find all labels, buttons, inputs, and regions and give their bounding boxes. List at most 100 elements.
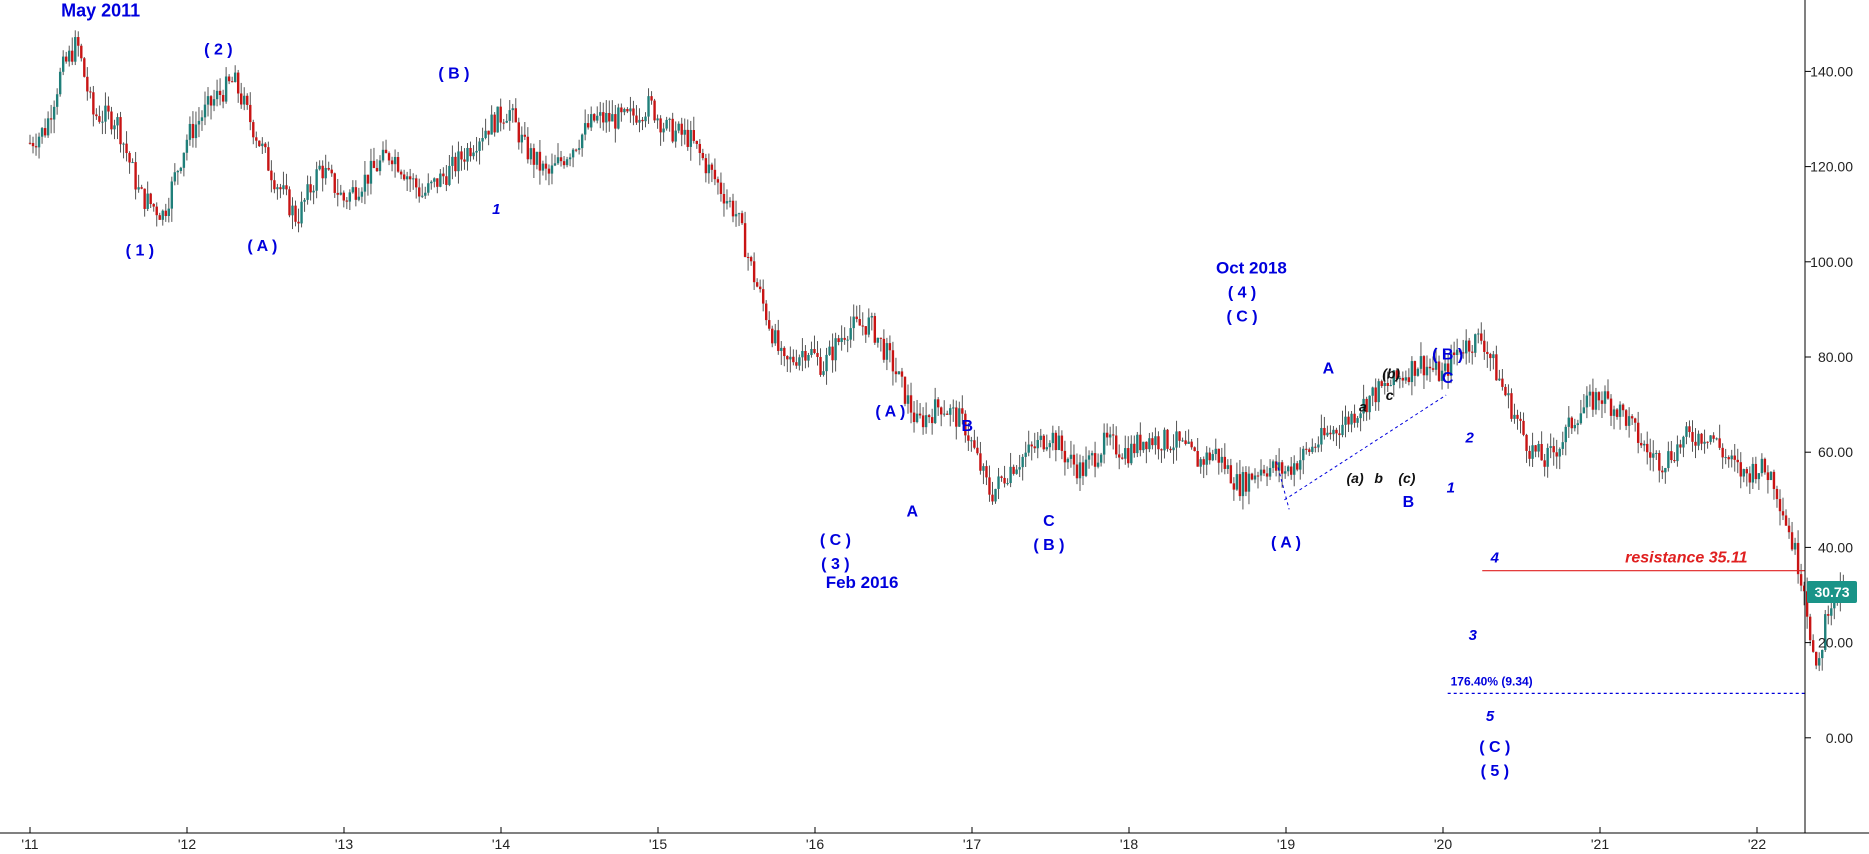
candle-body <box>1606 391 1610 399</box>
candle-body <box>58 71 62 95</box>
candle-body <box>502 122 505 124</box>
candle-body <box>1178 431 1181 441</box>
candle-body <box>1507 393 1510 396</box>
candle-body <box>396 156 400 172</box>
candle-body <box>520 134 524 143</box>
candle-body <box>463 159 466 162</box>
candle-body <box>348 192 352 202</box>
candle-body <box>209 96 213 106</box>
candle-body <box>158 215 161 220</box>
candle-body <box>1093 453 1097 467</box>
candle-body <box>1042 435 1045 450</box>
candle-body <box>236 72 240 94</box>
candle-body <box>173 172 177 182</box>
candle-body <box>577 148 581 150</box>
candle-body <box>1075 464 1079 479</box>
candle-body <box>1314 446 1317 448</box>
wave-label: B <box>1403 494 1415 511</box>
candle-body <box>1081 462 1085 476</box>
candle-body <box>843 337 846 340</box>
y-tick-label: 140.00 <box>1810 63 1853 79</box>
candle-body <box>689 130 692 147</box>
candle-body <box>752 261 756 283</box>
candle-body <box>1084 459 1088 476</box>
candle-body <box>623 109 626 113</box>
candle-body <box>798 357 801 366</box>
candle-body <box>1280 462 1284 474</box>
candle-body <box>246 95 249 105</box>
candle-body <box>1353 413 1356 423</box>
candle-body <box>279 187 282 190</box>
candle-body <box>740 213 744 224</box>
candle-body <box>430 181 433 184</box>
candle-body <box>565 159 569 166</box>
candle-body <box>1024 452 1027 457</box>
candle-body <box>644 116 647 122</box>
candle-body <box>1504 386 1507 396</box>
candle-body <box>146 193 149 209</box>
candle-body <box>1247 473 1251 492</box>
candle-body <box>765 303 768 321</box>
candle-body <box>1253 475 1257 480</box>
candle-body <box>490 114 493 135</box>
candle-body <box>737 213 741 215</box>
candle-body <box>80 45 83 59</box>
candle-body <box>1118 454 1121 458</box>
candle-body <box>936 399 940 408</box>
candle-body <box>617 107 620 129</box>
candle-body <box>499 106 502 123</box>
candle-body <box>330 169 333 174</box>
candle-body <box>924 415 928 428</box>
candle-body <box>511 108 514 111</box>
candle-body <box>1724 457 1727 459</box>
candle-body <box>1522 420 1525 435</box>
candle-body <box>321 165 324 179</box>
candle-body <box>674 130 677 142</box>
candle-body <box>55 94 59 107</box>
wave-label: A <box>1323 361 1335 378</box>
candle-body <box>390 160 394 165</box>
candle-body <box>89 91 92 93</box>
candle-body <box>49 118 53 120</box>
candle-body <box>1045 447 1049 450</box>
candle-body <box>840 337 843 343</box>
candle-body <box>1121 457 1124 459</box>
candle-body <box>1127 448 1130 464</box>
candle-body <box>1700 433 1703 444</box>
candle-body <box>155 206 158 216</box>
candle-body <box>1048 443 1052 448</box>
candle-body <box>1139 434 1142 451</box>
candle-body <box>1540 444 1543 461</box>
candle-body <box>771 328 774 344</box>
candle-body <box>1302 448 1305 461</box>
candle-body <box>638 119 641 123</box>
candle-body <box>1715 438 1718 440</box>
candle-body <box>1383 383 1386 387</box>
candle-body <box>200 117 204 121</box>
candle-body <box>855 316 858 320</box>
candle-body <box>1105 432 1109 438</box>
candle-body <box>641 119 644 122</box>
candle-body <box>1498 378 1501 381</box>
candle-body <box>327 167 330 170</box>
candle-body <box>602 112 605 123</box>
candle-body <box>734 214 738 217</box>
candle-body <box>967 435 970 441</box>
x-tick-label: '19 <box>1277 836 1295 852</box>
x-axis: '11 '12 '13 '14 '15 '16 '17 '18 '19 '20 '21 '22 <box>21 827 1766 852</box>
candle-body <box>867 317 870 335</box>
candle-body <box>418 187 421 197</box>
candle-body <box>306 184 309 200</box>
candle-body <box>1199 459 1202 467</box>
candle-body <box>1483 340 1486 352</box>
candle-body <box>1579 413 1583 424</box>
candle-body <box>722 193 726 204</box>
candle-body <box>372 160 376 168</box>
candle-body <box>713 169 717 180</box>
candle-body <box>1531 445 1534 459</box>
candle-body <box>1830 608 1833 616</box>
candle-body <box>1667 451 1670 469</box>
candle-body <box>780 347 783 351</box>
x-tick-label: '15 <box>649 836 667 852</box>
x-tick-label: '14 <box>492 836 510 852</box>
